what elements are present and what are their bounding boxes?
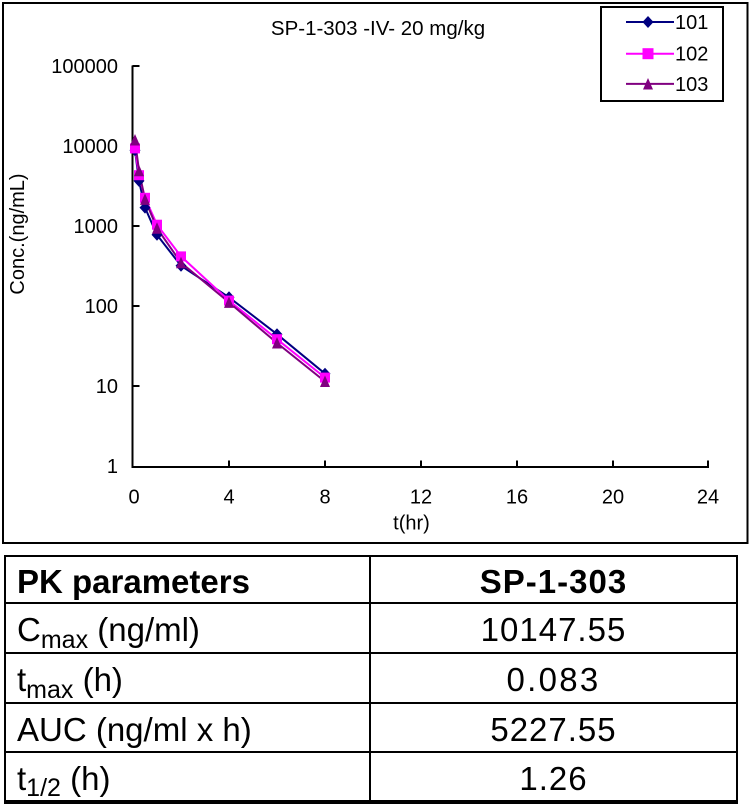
svg-text:1000: 1000 xyxy=(74,216,119,238)
svg-text:16: 16 xyxy=(506,487,528,509)
svg-text:8: 8 xyxy=(319,487,330,509)
svg-text:1: 1 xyxy=(107,456,118,478)
svg-text:Conc.(ng/mL): Conc.(ng/mL) xyxy=(7,173,29,294)
svg-text:0: 0 xyxy=(128,487,139,509)
svg-text:SP-1-303 -IV- 20 mg/kg: SP-1-303 -IV- 20 mg/kg xyxy=(271,17,485,40)
svg-text:100: 100 xyxy=(85,296,118,318)
svg-text:t(hr): t(hr) xyxy=(393,513,430,535)
svg-text:100000: 100000 xyxy=(51,56,118,78)
svg-text:10000: 10000 xyxy=(62,136,118,158)
svg-text:103: 103 xyxy=(675,74,708,96)
svg-text:4: 4 xyxy=(223,487,234,509)
svg-text:20: 20 xyxy=(602,487,624,509)
svg-text:24: 24 xyxy=(697,487,719,509)
svg-text:101: 101 xyxy=(675,12,708,34)
svg-text:10: 10 xyxy=(96,376,118,398)
svg-text:102: 102 xyxy=(675,44,708,66)
svg-text:12: 12 xyxy=(410,487,432,509)
